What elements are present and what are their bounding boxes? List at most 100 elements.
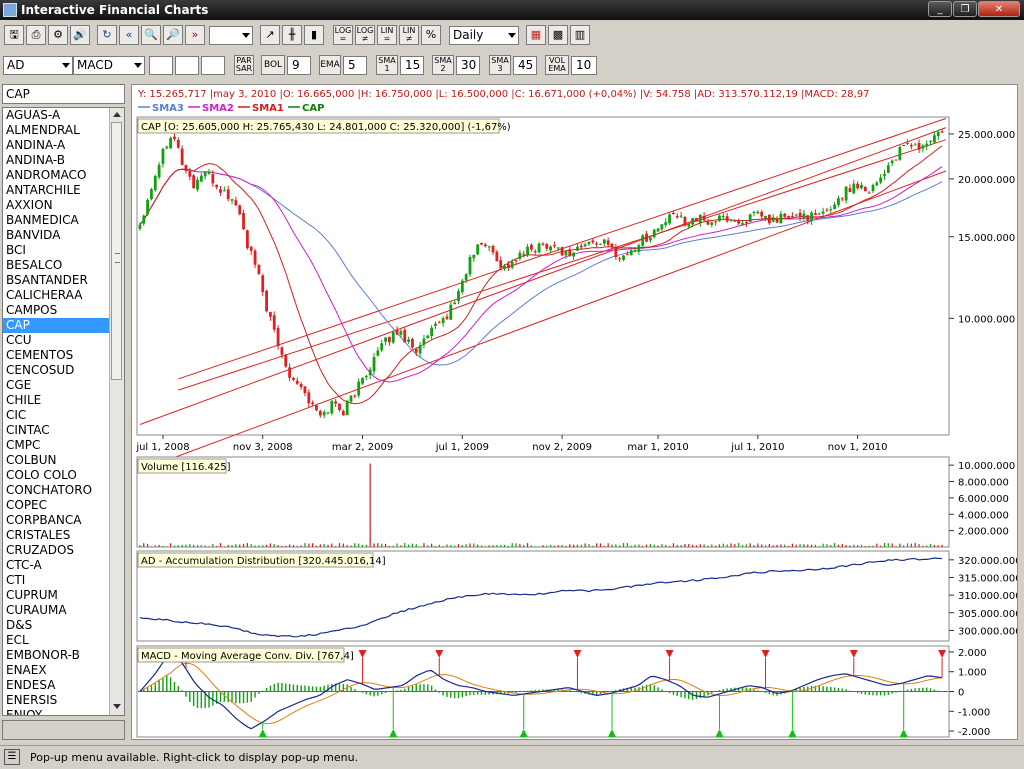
rewind-icon[interactable]: « [119,25,139,45]
empty-field-1[interactable] [149,56,173,75]
price-panel[interactable]: 25.000.000 20.000.000 15.000.000 10.000.000… [135,116,1015,471]
maximize-button[interactable]: ❐ [953,1,977,17]
ema-period[interactable]: 5 [343,56,367,75]
percent-button[interactable]: % [421,25,441,45]
forward-icon[interactable]: » [185,25,205,45]
list-item[interactable]: CTC-A [6,558,42,572]
sma3-button[interactable]: SMA 3 [489,55,511,75]
settings-icon[interactable]: ⚙ [48,25,68,45]
minimize-button[interactable]: _ [928,1,952,17]
list-item[interactable]: CAMPOS [6,303,58,317]
ohlc-chart-icon[interactable]: ╫ [282,25,302,45]
log-equal-button[interactable]: LOG = [333,25,353,45]
list-item[interactable]: CRISTALES [6,528,71,542]
symbol-list-scrollbar[interactable] [109,108,124,715]
list-item[interactable]: CENCOSUD [6,363,75,377]
log-notequal-button[interactable]: LOG ≠ [355,25,375,45]
save-icon[interactable]: 🖫 [4,25,24,45]
list-item[interactable]: BSANTANDER [6,273,88,287]
symbol-search-input[interactable]: CAP [2,84,125,104]
list-item[interactable]: CALICHERAA [6,288,83,302]
candle-body [349,395,353,402]
volema-button[interactable]: VOL EMA [545,55,569,75]
refresh-icon[interactable]: ↻ [97,25,117,45]
volume-panel[interactable]: 10.000.000 8.000.000 6.000.000 4.000.000 2.0… [136,456,1015,548]
print-icon[interactable]: ⎙ [26,25,46,45]
sma2-period[interactable]: 30 [456,56,480,75]
list-item[interactable]: AGUAS-A [6,108,61,122]
list-item[interactable]: ENAEX [6,663,47,677]
list-item[interactable]: BESALCO [6,258,63,272]
list-item[interactable]: CINTAC [6,423,50,437]
candle-body [614,247,618,258]
list-item[interactable]: D&S [6,618,33,632]
list-item[interactable]: CAP [3,318,124,333]
list-item[interactable]: CHILE [6,393,42,407]
layout-icon[interactable]: ▥ [570,25,590,45]
sma1-period[interactable]: 15 [400,56,424,75]
list-item[interactable]: BANVIDA [6,228,61,242]
list-item[interactable]: ENJOY [6,708,43,716]
list-item[interactable]: COLBUN [6,453,57,467]
empty-combo[interactable] [209,26,253,45]
ema-button[interactable]: EMA [319,55,341,75]
list-item[interactable]: AXXION [6,198,53,212]
indicator-a-select[interactable]: AD [3,56,73,75]
candle-chart-icon[interactable]: ▮ [304,25,324,45]
list-item[interactable]: CGE [6,378,32,392]
list-item[interactable]: CIC [6,408,27,422]
list-item[interactable]: CURAUMA [6,603,67,617]
color-scheme-icon[interactable]: ▦ [526,25,546,45]
line-chart-icon[interactable]: ↗ [260,25,280,45]
list-item[interactable]: COPEC [6,498,48,512]
parsar-button[interactable]: PAR SAR [234,55,254,75]
sidebar-footer-field[interactable] [2,720,125,740]
scroll-down-icon[interactable] [113,704,121,709]
ad-panel[interactable]: 320.000.000 315.000.000 310.000.000 305.000… [136,550,1022,642]
empty-field-3[interactable] [201,56,225,75]
empty-field-2[interactable] [175,56,199,75]
list-item[interactable]: ECL [6,633,29,647]
bol-period[interactable]: 9 [287,56,311,75]
zoom-in-icon[interactable]: 🔍 [141,25,161,45]
list-item[interactable]: CORPBANCA [6,513,82,527]
list-item[interactable]: CCU [6,333,32,347]
scroll-up-icon[interactable] [113,112,121,117]
chart-svg[interactable]: Y: 15.265,717 |may 3, 2010 |O: 16.665,00… [132,85,1022,739]
volema-period[interactable]: 10 [571,56,597,75]
zoom-out-icon[interactable]: 🔎 [163,25,183,45]
sma3-period[interactable]: 45 [513,56,537,75]
list-item[interactable]: BANMEDICA [6,213,79,227]
list-item[interactable]: BCI [6,243,26,257]
candle-body [587,241,591,245]
chart-window-icon[interactable]: ▩ [548,25,568,45]
macd-panel[interactable]: 2.000 1.000 0 -1.000 -2.000 MACD - Moving Ave… [136,645,990,738]
list-item[interactable]: CUPRUM [6,588,58,602]
list-item[interactable]: ENDESA [6,678,56,692]
list-item[interactable]: EMBONOR-B [6,648,80,662]
bol-button[interactable]: BOL [261,55,285,75]
list-item[interactable]: COLO COLO [6,468,77,482]
list-item[interactable]: CTI [6,573,26,587]
period-select[interactable]: Daily [449,26,519,45]
list-item[interactable]: CONCHATORO [6,483,93,497]
sma2-button[interactable]: SMA 2 [432,55,454,75]
close-button[interactable]: ✕ [978,1,1020,17]
scrollbar-thumb[interactable] [111,122,122,380]
list-item[interactable]: CMPC [6,438,41,452]
chart-area[interactable]: Y: 15.265,717 |may 3, 2010 |O: 16.665,00… [131,84,1022,740]
lin-notequal-button[interactable]: LIN ≠ [399,25,419,45]
list-item[interactable]: ENERSIS [6,693,58,707]
sma1-button[interactable]: SMA 1 [376,55,398,75]
list-item[interactable]: ANDINA-A [6,138,66,152]
list-item[interactable]: CRUZADOS [6,543,75,557]
indicator-b-select[interactable]: MACD [73,56,145,75]
list-item[interactable]: ANDROMACO [6,168,87,182]
list-item[interactable]: ALMENDRAL [6,123,80,137]
sound-icon[interactable]: 🔊 [70,25,90,45]
lin-equal-button[interactable]: LIN = [377,25,397,45]
list-item[interactable]: CEMENTOS [6,348,74,362]
candle-body [138,224,142,229]
list-item[interactable]: ANTARCHILE [6,183,81,197]
list-item[interactable]: ANDINA-B [6,153,66,167]
